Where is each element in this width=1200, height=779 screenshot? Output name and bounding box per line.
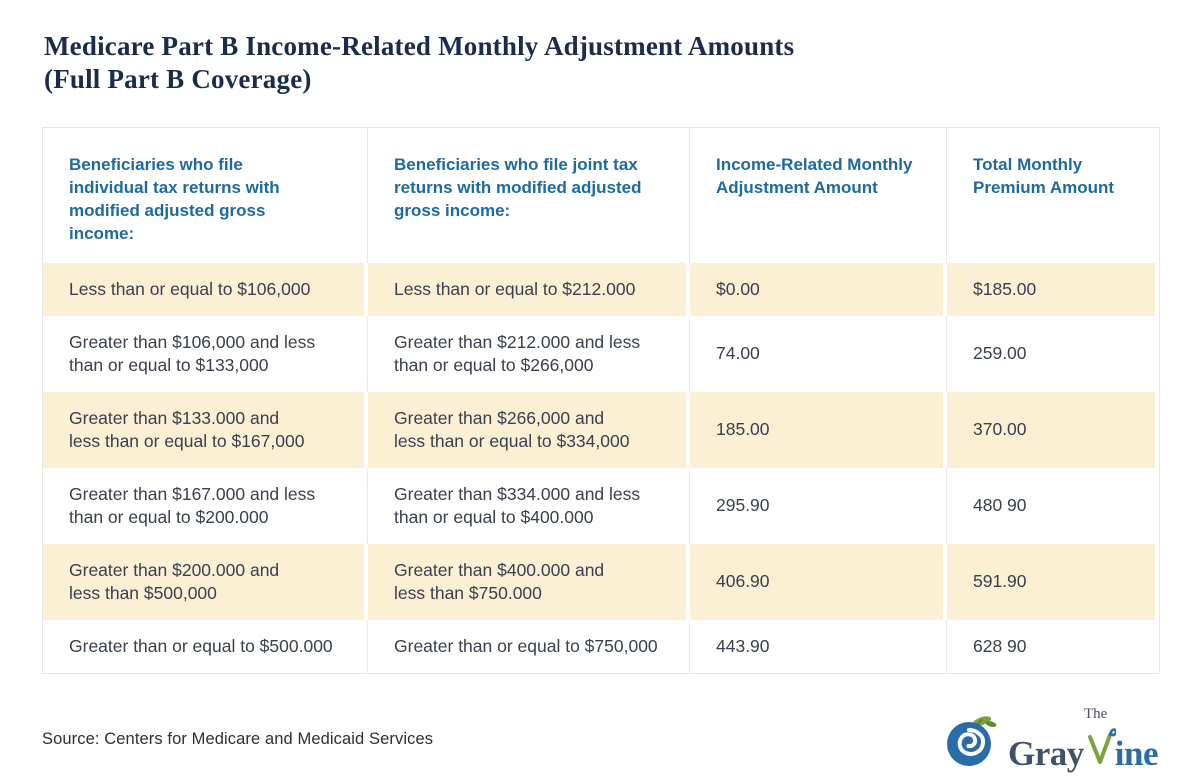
table-cell: Less than or equal to $106,000	[43, 262, 368, 316]
source-note: Source: Centers for Medicare and Medicai…	[42, 730, 434, 749]
table-cell: 185.00	[690, 391, 947, 468]
table-header-row: Beneficiaries who file individual tax re…	[43, 127, 1159, 263]
column-header: Income-Related Monthly Adjustment Amount	[690, 127, 947, 263]
table-cell: $185.00	[947, 262, 1159, 316]
irmaa-table: Beneficiaries who file individual tax re…	[42, 126, 1160, 674]
logo-the-label: The	[1084, 705, 1108, 722]
table-cell: 480 90	[947, 467, 1159, 544]
table-cell: Greater than $212.000 and less than or e…	[368, 315, 690, 392]
table-cell: Greater than $400.000 and less than $750…	[368, 543, 690, 620]
table-body: Less than or equal to $106,000 Less than …	[43, 262, 1159, 673]
table-cell: Greater than $200.000 and less than $500…	[43, 543, 368, 620]
footer: Source: Centers for Medicare and Medicai…	[42, 705, 1159, 773]
table-row: Less than or equal to $106,000 Less than …	[43, 262, 1159, 316]
table-cell: $0.00	[690, 262, 947, 316]
logo-gray-label: Gray	[1008, 733, 1084, 773]
table-row: Greater than $200.000 and less than $500…	[43, 543, 1159, 620]
table-cell: 406.90	[690, 543, 947, 620]
vine-v-icon	[1087, 728, 1116, 764]
logo-ine-label: ine	[1114, 733, 1159, 773]
table-cell: Greater than $266,000 and less than or e…	[368, 391, 690, 468]
table-cell: 443.90	[690, 619, 947, 673]
table-cell: 295.90	[690, 467, 947, 544]
table-cell: 591.90	[947, 543, 1159, 620]
table-row: Greater than $106,000 and less than or e…	[43, 315, 1159, 392]
table-cell: Greater than $334.000 and less than or e…	[368, 467, 690, 544]
table-cell: Greater than $167.000 and less than or e…	[43, 467, 368, 544]
table-cell: Greater than $133.000 and less than or e…	[43, 391, 368, 468]
column-header: Beneficiaries who file individual tax re…	[43, 127, 368, 263]
table-cell: 259.00	[947, 315, 1159, 392]
table-cell: 74.00	[690, 315, 947, 392]
grayvine-logo: The Gray ine	[944, 705, 1159, 773]
table-cell: Greater than or equal to $750,000	[368, 619, 690, 673]
table-cell: Greater than $106,000 and less than or e…	[43, 315, 368, 392]
column-header: Total Monthly Premium Amount	[947, 127, 1159, 263]
table-cell: 628 90	[947, 619, 1159, 673]
grayvine-spiral-icon	[947, 716, 997, 766]
table-row: Greater than or equal to $500.000 Greater…	[43, 619, 1159, 673]
table-cell: Greater than or equal to $500.000	[43, 619, 368, 673]
grayvine-wordmark: The Gray ine	[1008, 705, 1159, 773]
page-title: Medicare Part B Income-Related Monthly A…	[44, 31, 795, 94]
column-header: Beneficiaries who file joint tax returns…	[368, 127, 690, 263]
table-row: Greater than $167.000 and less than or e…	[43, 467, 1159, 544]
table-cell: Less than or equal to $212.000	[368, 262, 690, 316]
table-cell: 370.00	[947, 391, 1159, 468]
table-row: Greater than $133.000 and less than or e…	[43, 391, 1159, 468]
